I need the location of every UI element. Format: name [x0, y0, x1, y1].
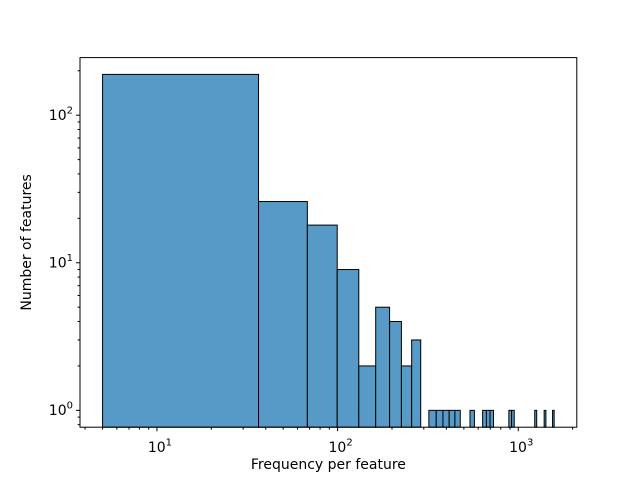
histogram-bar — [375, 306, 391, 428]
x-tick-label: 101 — [148, 438, 172, 457]
y-axis-label: Number of features — [19, 174, 35, 310]
histogram-bar — [358, 365, 377, 428]
histogram-bar — [442, 409, 450, 428]
y-tick-label: 101 — [49, 253, 73, 272]
histogram-bar — [511, 409, 515, 428]
histogram-bar — [258, 201, 308, 428]
histogram-bar — [454, 409, 461, 428]
histogram-bars — [102, 73, 555, 428]
histogram-bar — [435, 409, 444, 428]
x-tick-label: 103 — [509, 438, 533, 457]
histogram-bar — [489, 409, 495, 428]
x-axis-label: Frequency per feature — [251, 457, 406, 473]
histogram-bar — [428, 409, 437, 428]
histogram-bar — [102, 73, 260, 428]
y-tick-label: 102 — [49, 105, 73, 124]
histogram-bar — [389, 321, 402, 428]
plot-border — [79, 57, 578, 428]
histogram-bar — [543, 409, 547, 428]
histogram-bar — [534, 409, 538, 428]
histogram-bar — [411, 339, 422, 428]
histogram-bar — [552, 409, 555, 428]
histogram-bar — [485, 409, 491, 428]
histogram-bar — [400, 365, 413, 428]
histogram-bar — [336, 269, 360, 428]
histogram-bar — [469, 409, 475, 428]
y-tick-label: 100 — [49, 401, 73, 420]
histogram-bar — [306, 224, 338, 428]
histogram-bar — [448, 409, 456, 428]
histogram-bar — [482, 409, 487, 428]
x-tick-label: 102 — [329, 438, 353, 457]
